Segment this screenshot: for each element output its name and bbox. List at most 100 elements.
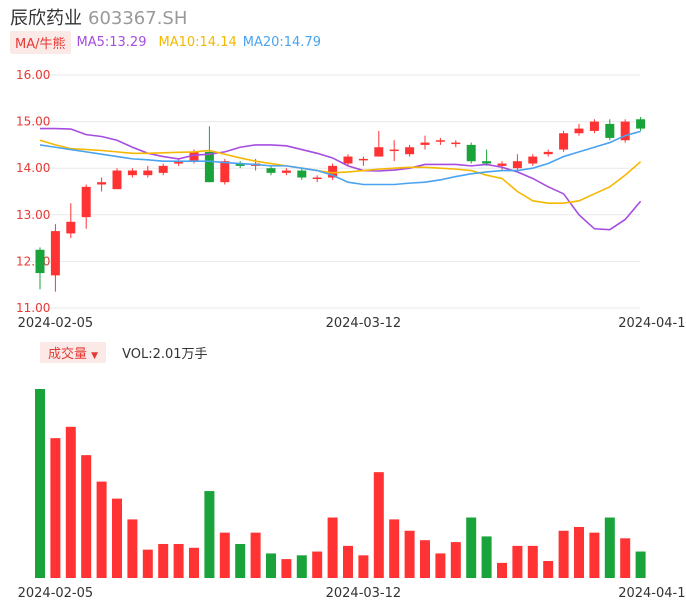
ma5-label: MA5:13.29: [76, 34, 147, 50]
y-tick-label: 16.00: [16, 68, 50, 82]
x-tick-label: 2024-03-12: [326, 316, 402, 331]
candle-body: [220, 161, 230, 183]
candle-body: [312, 177, 322, 180]
candle-body: [435, 140, 445, 142]
y-tick-label: 15.00: [16, 115, 50, 129]
volume-bar: [574, 526, 584, 578]
ma-indicator-button[interactable]: MA/牛熊: [10, 30, 71, 54]
candle-body: [636, 119, 646, 129]
candle-body: [158, 165, 168, 173]
volume-bar: [527, 545, 538, 578]
ma20-label: MA20:14.79: [242, 34, 321, 50]
candle-body: [358, 158, 368, 161]
volume-bar: [35, 389, 45, 578]
candle-body: [405, 147, 415, 155]
candle-body: [543, 151, 553, 155]
volume-bar: [358, 555, 369, 578]
volume-bar: [189, 547, 199, 578]
volume-bar: [281, 559, 292, 578]
volume-bar: [65, 426, 76, 578]
ma10-line: [39, 139, 642, 204]
candle-body: [374, 147, 384, 157]
ma5-line: [40, 127, 642, 231]
volume-legend: 成交量 ▼ VOL:2.01万手: [40, 341, 208, 363]
y-tick-label: 12.00: [16, 254, 50, 268]
volume-bar: [50, 438, 61, 578]
volume-bar: [312, 551, 323, 578]
volume-bar: [127, 519, 138, 578]
candle-body: [466, 144, 476, 162]
candle-body: [66, 221, 76, 234]
candle-body: [50, 231, 60, 276]
y-tick-label: 14.00: [16, 161, 50, 175]
volume-bar: [543, 560, 554, 578]
stock-title: 辰欣药业 603367.SH: [10, 4, 187, 30]
volume-bar: [296, 555, 307, 578]
x-tick-label: 2024-02-05: [18, 586, 94, 601]
chevron-down-icon: ▼: [91, 350, 99, 361]
candle-body: [97, 182, 107, 185]
ma10-label: MA10:14.14: [158, 34, 237, 50]
volume-bar: [389, 519, 400, 578]
volume-bar: [620, 538, 631, 578]
volume-bar: [450, 542, 461, 578]
candle-body: [497, 163, 507, 166]
volume-bar: [173, 543, 184, 578]
candle-body: [143, 170, 153, 176]
candle-body: [235, 163, 245, 166]
ma-legend: MA/牛熊 MA5:13.29 MA10:14.14 MA20:14.79: [10, 30, 321, 54]
candle-body: [189, 151, 199, 162]
volume-bar: [420, 540, 430, 578]
candle-body: [112, 170, 122, 190]
volume-bar: [96, 481, 107, 578]
volume-bar: [142, 549, 153, 578]
volume-bar: [604, 517, 615, 578]
volume-bar: [250, 532, 261, 578]
x-tick-label: 2024-02-05: [18, 316, 94, 331]
volume-bar: [404, 530, 415, 578]
volume-value: VOL:2.01万手: [122, 346, 208, 362]
candle-body: [35, 249, 45, 274]
y-tick-label: 13.00: [16, 208, 50, 222]
candle-body: [574, 128, 584, 134]
volume-bar: [435, 553, 446, 578]
candle-body: [204, 151, 214, 183]
volume-bar: [266, 553, 276, 578]
volume-bar: [327, 517, 338, 578]
candle-body: [605, 123, 615, 138]
volume-bar: [373, 472, 384, 578]
x-tick-label: 2024-03-12: [326, 586, 402, 601]
candle-body: [482, 161, 492, 164]
candle-body: [266, 168, 276, 173]
volume-bar: [235, 543, 246, 578]
candle-body: [127, 170, 137, 176]
volume-indicator-button[interactable]: 成交量 ▼: [40, 341, 107, 363]
candle-body: [620, 121, 630, 141]
volume-bar: [481, 536, 492, 578]
volume-bar: [497, 562, 507, 578]
volume-bar: [635, 551, 646, 578]
candle-body: [343, 156, 353, 164]
ma20-line: [39, 130, 641, 186]
candle-body: [512, 161, 522, 169]
x-tick-label: 2024-04-10: [618, 316, 686, 331]
volume-bar: [219, 532, 230, 578]
volume-bar: [204, 491, 215, 578]
candle-body: [328, 165, 338, 178]
candle-body: [420, 142, 430, 145]
y-tick-label: 11.00: [16, 301, 50, 315]
candle-body: [451, 142, 461, 145]
volume-bar: [512, 545, 523, 578]
volume-bar: [81, 455, 92, 578]
candle-body: [174, 161, 184, 164]
stock-code: 603367.SH: [88, 8, 188, 29]
volume-bar: [343, 545, 353, 578]
volume-bar: [112, 498, 122, 578]
volume-bar: [158, 543, 169, 578]
stock-name: 辰欣药业: [10, 8, 82, 29]
candle-body: [589, 121, 599, 131]
candle-body: [281, 170, 291, 173]
candle-body: [389, 149, 399, 152]
volume-bar: [589, 532, 600, 578]
